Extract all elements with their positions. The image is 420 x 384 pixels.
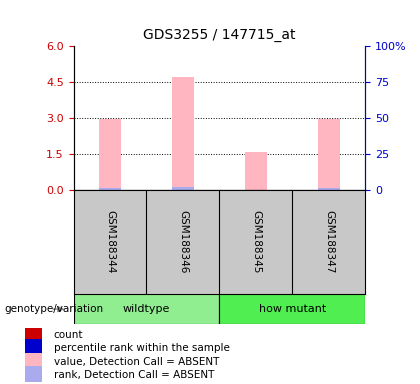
Text: genotype/variation: genotype/variation: [4, 304, 103, 314]
Bar: [172, 187, 194, 190]
Bar: [292, 190, 365, 294]
Text: count: count: [54, 330, 83, 340]
Bar: [25, 339, 42, 358]
Bar: [245, 152, 267, 190]
Bar: [74, 190, 147, 294]
Bar: [220, 294, 365, 324]
Text: GSM188344: GSM188344: [105, 210, 115, 274]
Bar: [318, 188, 340, 190]
Bar: [172, 77, 194, 190]
Bar: [25, 366, 42, 384]
Text: GSM188345: GSM188345: [251, 210, 261, 274]
Bar: [25, 353, 42, 371]
Text: how mutant: how mutant: [259, 304, 326, 314]
Bar: [318, 119, 340, 190]
Text: rank, Detection Call = ABSENT: rank, Detection Call = ABSENT: [54, 370, 214, 381]
Bar: [99, 188, 121, 190]
Bar: [220, 190, 292, 294]
Bar: [74, 294, 220, 324]
Text: wildtype: wildtype: [123, 304, 170, 314]
Bar: [147, 190, 220, 294]
Text: GSM188346: GSM188346: [178, 210, 188, 274]
Text: value, Detection Call = ABSENT: value, Detection Call = ABSENT: [54, 357, 219, 367]
Text: GSM188347: GSM188347: [324, 210, 334, 274]
Text: percentile rank within the sample: percentile rank within the sample: [54, 343, 230, 354]
Title: GDS3255 / 147715_at: GDS3255 / 147715_at: [143, 28, 296, 42]
Bar: [25, 326, 42, 344]
Bar: [99, 119, 121, 190]
